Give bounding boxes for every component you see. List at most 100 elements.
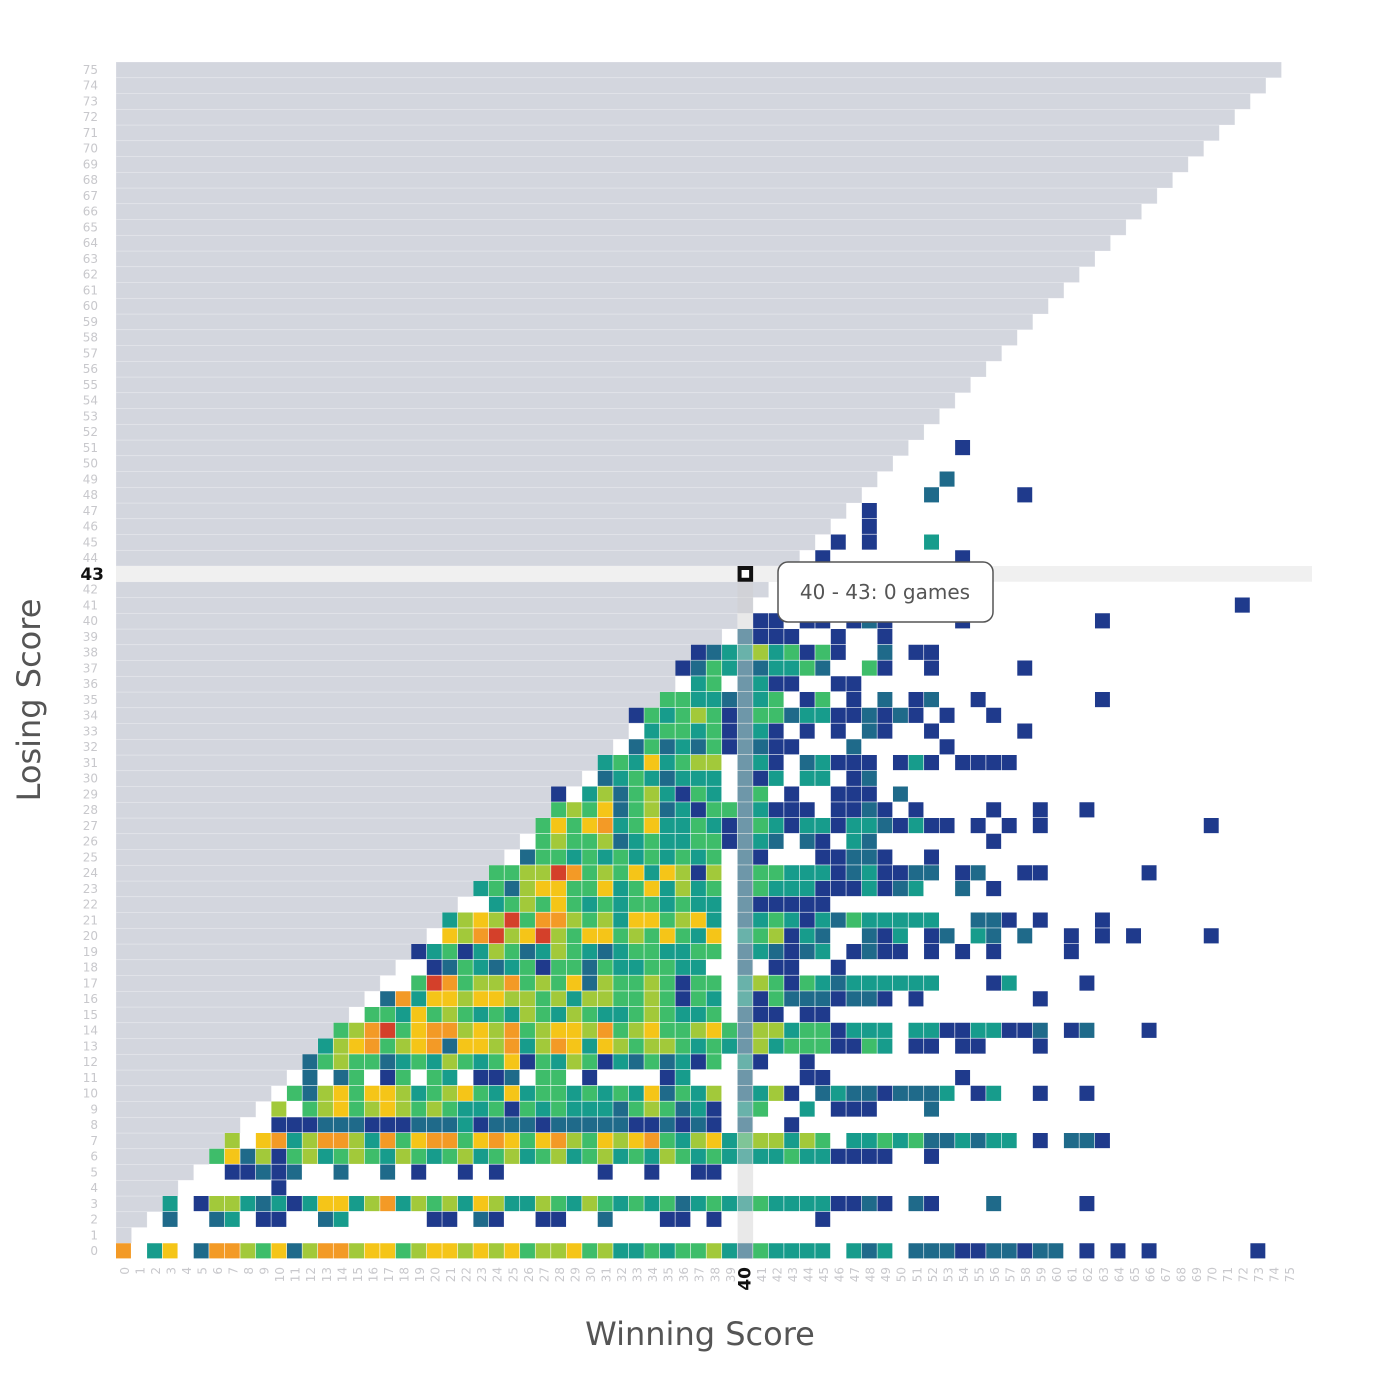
cell — [659, 707, 675, 723]
cell — [924, 912, 939, 928]
cell — [830, 975, 846, 991]
cell — [380, 1196, 396, 1212]
cell — [877, 629, 893, 645]
cell — [706, 896, 722, 912]
x-tick-label: 62 — [1081, 1267, 1095, 1282]
cell — [768, 692, 784, 708]
cell — [659, 1243, 675, 1259]
cell — [426, 991, 442, 1007]
cell — [488, 1148, 504, 1164]
cell — [784, 896, 800, 912]
y-tick-label: 22 — [83, 898, 98, 912]
cell — [504, 944, 520, 960]
cell — [380, 1007, 396, 1023]
cell — [799, 1243, 815, 1259]
cell — [457, 1164, 473, 1180]
cell — [473, 1054, 489, 1070]
cell — [690, 1007, 706, 1023]
cell — [613, 833, 629, 849]
x-tick-label: 66 — [1143, 1267, 1157, 1282]
cell — [426, 1133, 442, 1149]
y-tick-label: 38 — [83, 646, 98, 660]
cell — [924, 849, 939, 865]
x-tick-label: 18 — [397, 1267, 411, 1282]
impossible-region — [115, 880, 474, 898]
cell — [861, 912, 877, 928]
y-tick-label: 0 — [90, 1244, 98, 1258]
cell — [892, 755, 908, 771]
cell — [535, 849, 551, 865]
cell — [675, 833, 691, 849]
cell — [582, 833, 598, 849]
x-tick-label: 42 — [770, 1267, 784, 1282]
x-tick-label: 73 — [1252, 1267, 1266, 1282]
cell — [628, 1022, 644, 1038]
cell — [830, 723, 846, 739]
cell — [488, 1085, 504, 1101]
x-tick-label: 16 — [366, 1267, 380, 1282]
cell — [753, 1133, 769, 1149]
cell — [535, 944, 551, 960]
cell — [1141, 865, 1157, 881]
x-tick-label: 34 — [646, 1267, 660, 1282]
cell — [1063, 1022, 1079, 1038]
cell — [1250, 1243, 1266, 1259]
impossible-region — [115, 1179, 179, 1197]
cell — [690, 1038, 706, 1054]
cell — [815, 928, 831, 944]
cell — [986, 928, 1002, 944]
cell — [830, 644, 846, 660]
cell — [1048, 1243, 1064, 1259]
cell — [442, 928, 458, 944]
x-tick-label: 72 — [1237, 1267, 1251, 1282]
cell — [1110, 1243, 1126, 1259]
cell — [473, 975, 489, 991]
cell — [628, 912, 644, 928]
y-tick-label: 40 — [83, 614, 98, 628]
cell — [504, 928, 520, 944]
cell — [224, 1211, 240, 1227]
cell — [690, 676, 706, 692]
cell — [1001, 1243, 1017, 1259]
cell — [286, 1196, 302, 1212]
cell — [613, 1022, 629, 1038]
cell — [675, 896, 691, 912]
cell — [333, 1196, 349, 1212]
cell — [861, 1038, 877, 1054]
cell — [426, 1243, 442, 1259]
x-tick-label: 55 — [972, 1267, 986, 1282]
y-tick-label: 68 — [83, 173, 98, 187]
cell — [1094, 692, 1110, 708]
cell — [784, 629, 800, 645]
impossible-region — [115, 943, 412, 961]
cell — [768, 1133, 784, 1149]
cell — [846, 755, 862, 771]
cell — [1001, 912, 1017, 928]
cell — [815, 1022, 831, 1038]
cell — [504, 1070, 520, 1086]
cell — [349, 1243, 365, 1259]
cell — [1141, 1243, 1157, 1259]
cell — [706, 676, 722, 692]
cell — [240, 1243, 256, 1259]
cell — [830, 881, 846, 897]
x-tick-label: 15 — [351, 1267, 365, 1282]
cell — [442, 1085, 458, 1101]
cell — [442, 975, 458, 991]
cell — [597, 849, 613, 865]
cell — [457, 1022, 473, 1038]
cell — [488, 928, 504, 944]
y-tick-label: 6 — [90, 1150, 98, 1164]
cell — [877, 1148, 893, 1164]
cell — [613, 802, 629, 818]
cell — [628, 1101, 644, 1117]
x-tick-label: 70 — [1206, 1267, 1220, 1282]
cell — [986, 1133, 1002, 1149]
cell — [830, 849, 846, 865]
y-tick-label: 39 — [83, 630, 98, 644]
impossible-region — [115, 628, 723, 646]
cell — [830, 1196, 846, 1212]
cell — [753, 1054, 769, 1070]
cell — [659, 849, 675, 865]
cell — [349, 1101, 365, 1117]
